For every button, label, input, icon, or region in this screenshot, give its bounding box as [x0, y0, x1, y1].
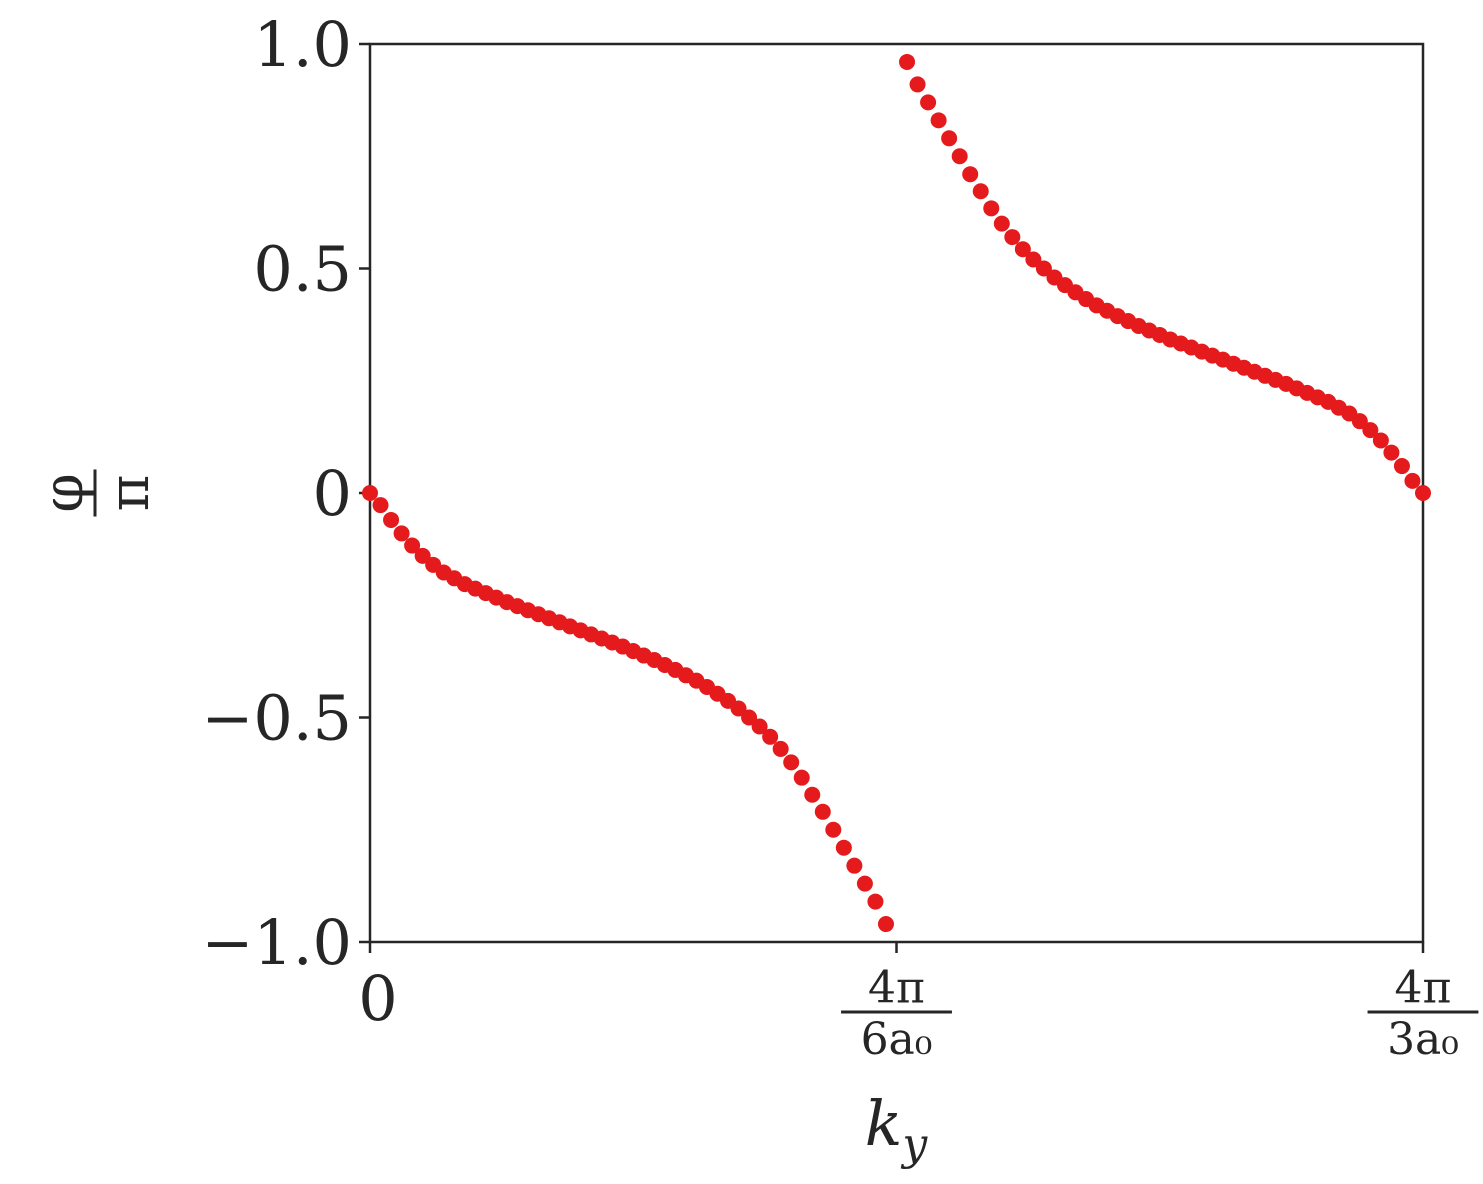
- point: [877, 916, 894, 933]
- y-axis-label-group: φπ: [32, 469, 163, 517]
- point: [1004, 229, 1021, 246]
- point: [1415, 485, 1431, 501]
- x-tick-label: 0: [358, 962, 397, 1035]
- point: [1383, 444, 1400, 461]
- point: [751, 718, 768, 735]
- point: [1393, 458, 1410, 475]
- x-axis-label: ky: [865, 1087, 929, 1170]
- point: [1025, 251, 1042, 268]
- point: [899, 53, 916, 70]
- point: [730, 700, 747, 717]
- point: [825, 821, 842, 838]
- point: [993, 215, 1010, 232]
- y-tick-label: −1.0: [201, 906, 352, 979]
- point: [920, 94, 937, 111]
- point: [383, 511, 400, 528]
- point: [1372, 432, 1389, 449]
- x-tick-label: 4π 3a₀: [1387, 962, 1459, 1064]
- point: [1014, 241, 1031, 258]
- y-axis-label: φπ: [32, 473, 163, 512]
- point: [835, 839, 852, 856]
- point: [1351, 413, 1368, 430]
- point: [414, 547, 431, 564]
- point: [909, 76, 926, 93]
- point: [362, 485, 378, 501]
- point: [404, 537, 421, 554]
- point: [1404, 472, 1421, 489]
- x-tick-label: 4π 6a₀: [861, 962, 933, 1064]
- point: [741, 709, 758, 726]
- point: [846, 857, 863, 874]
- point: [972, 183, 989, 200]
- point: [930, 112, 947, 129]
- point: [1362, 422, 1379, 439]
- plot-frame: [368, 42, 1425, 944]
- point: [804, 786, 821, 803]
- y-tick-label: −0.5: [201, 682, 352, 755]
- point: [867, 893, 884, 910]
- point: [1035, 260, 1052, 277]
- point: [783, 754, 800, 771]
- point: [772, 740, 789, 757]
- point: [793, 769, 810, 786]
- point: [951, 148, 968, 165]
- point: [983, 200, 1000, 217]
- y-tick-label: 0.5: [253, 233, 352, 306]
- point: [814, 803, 831, 820]
- point: [941, 130, 958, 147]
- point: [372, 497, 389, 514]
- point: [762, 728, 779, 745]
- point: [856, 875, 873, 892]
- y-tick-label: 1.0: [253, 8, 352, 81]
- point: [962, 166, 979, 183]
- point: [393, 525, 410, 542]
- y-tick-label: 0: [313, 457, 352, 530]
